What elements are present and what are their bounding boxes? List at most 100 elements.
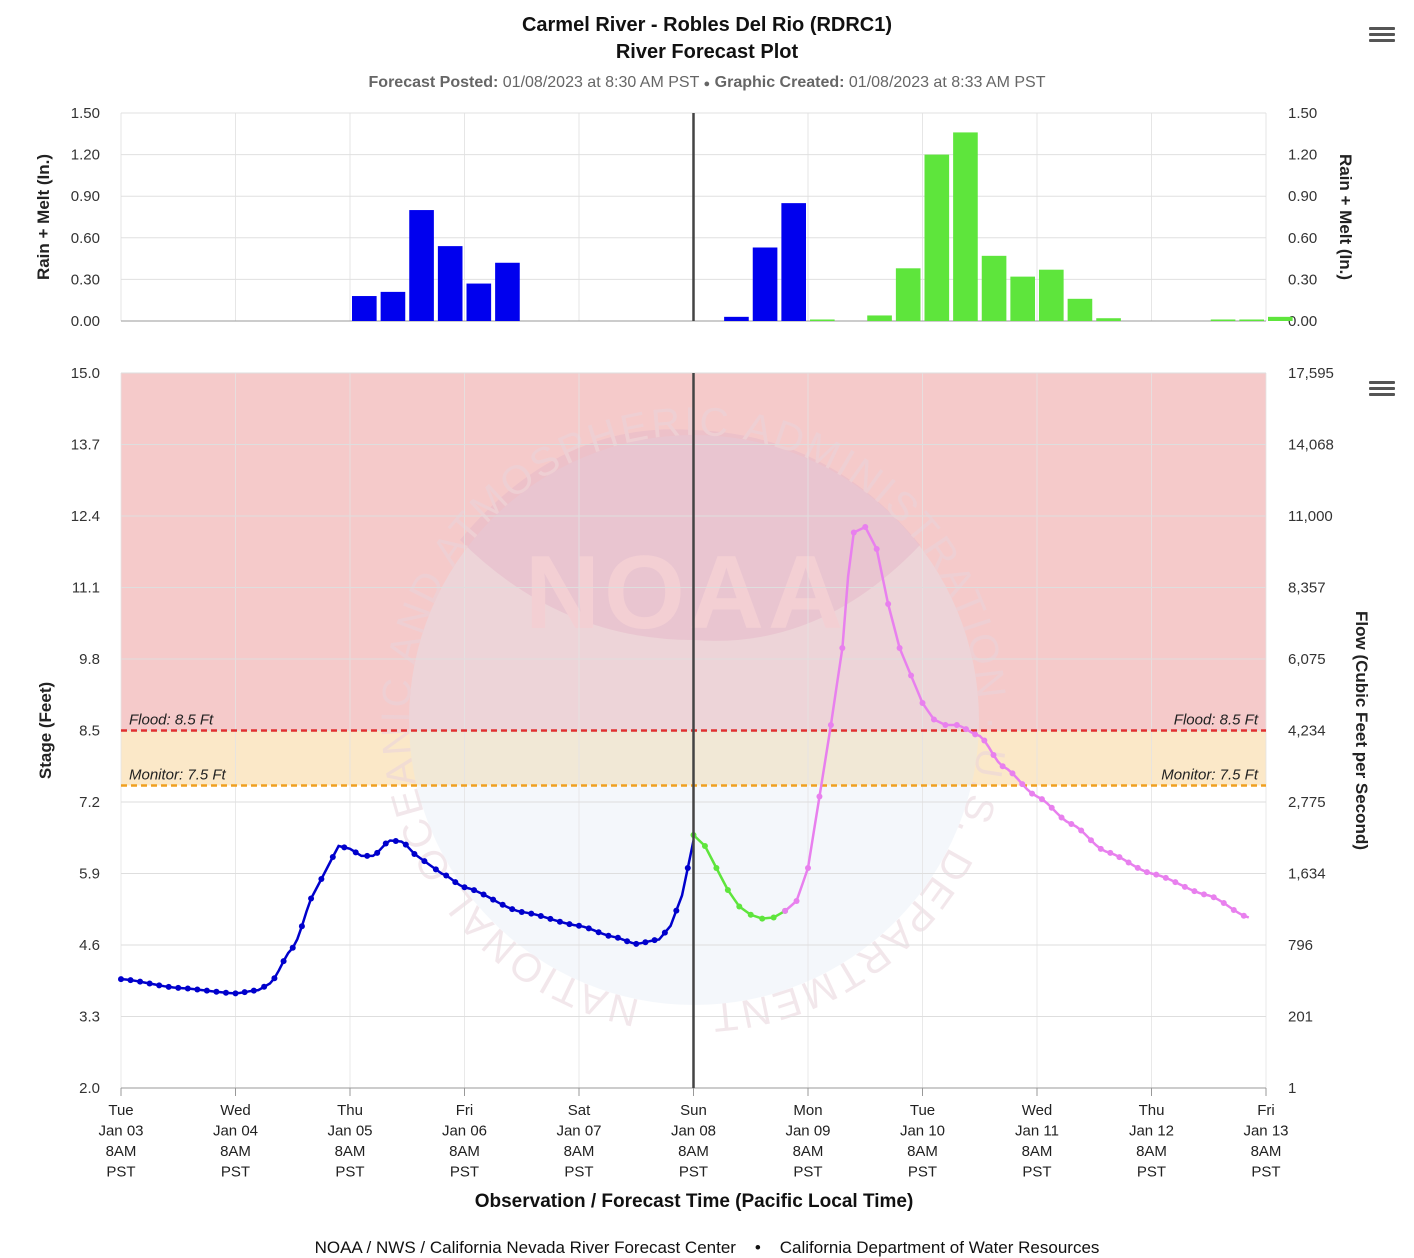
forecast-extended-stage-point <box>953 722 960 728</box>
forecast-extended-stage-point <box>1029 790 1036 797</box>
forecast-extended-stage-point <box>805 865 811 871</box>
separator-dot: ● <box>703 78 711 90</box>
forecast-extended-stage-point <box>793 898 800 904</box>
observed-stage-point <box>614 934 621 941</box>
forecast-extended-stage-point <box>1134 864 1141 871</box>
observed-rain-bar <box>781 203 806 321</box>
watermark-logo-text: NOAA <box>525 535 847 651</box>
rain-ytick-left: 1.20 <box>71 147 100 164</box>
observed-rain-bar <box>380 291 406 321</box>
forecast-rain-bar <box>1268 316 1293 321</box>
forecast-rain-bar <box>1067 298 1093 321</box>
rain-ytick-right: 1.50 <box>1288 105 1317 122</box>
observed-stage-point <box>156 982 163 989</box>
observed-rain-bar <box>466 283 492 321</box>
observed-stage-point <box>518 909 525 915</box>
flow-ytick-right: 11,000 <box>1288 508 1333 525</box>
stage-ytick-left: 11.1 <box>72 580 100 597</box>
forecast-extended-stage-point <box>981 737 988 744</box>
observed-stage-point <box>642 939 649 946</box>
footer-separator: • <box>754 1238 761 1257</box>
observed-stage-point <box>402 841 409 848</box>
forecast-extended-stage-point <box>896 645 903 651</box>
stage-ytick-left: 8.5 <box>79 723 100 740</box>
x-tick-label: Fri Jan 13 8AM PST <box>1243 1102 1288 1181</box>
observed-stage-point <box>127 977 134 984</box>
footer-left: NOAA / NWS / California Nevada River For… <box>314 1238 736 1257</box>
threshold-label-left: Monitor: 7.5 Ft <box>129 767 227 784</box>
observed-stage-point <box>318 876 325 882</box>
chart-title: Carmel River - Robles Del Rio (RDRC1) <box>521 14 893 36</box>
forecast-extended-stage-point <box>873 546 880 552</box>
flow-ytick-right: 6,075 <box>1288 651 1326 668</box>
forecast-extended-stage-point <box>1210 894 1217 901</box>
observed-stage-point <box>633 940 640 947</box>
forecast-rain-bar <box>981 255 1007 321</box>
forecast-stage-point <box>747 911 754 918</box>
rain-ytick-left: 0.60 <box>71 230 100 247</box>
forecast-stage-point <box>701 843 708 849</box>
forecast-extended-stage-point <box>827 722 834 728</box>
forecast-extended-stage-point <box>1125 859 1132 866</box>
footer-right: California Department of Water Resources <box>779 1238 1100 1257</box>
x-tick-label: Wed Jan 11 8AM PST <box>1015 1102 1059 1181</box>
observed-stage-point <box>651 937 658 944</box>
observed-stage-point <box>547 915 554 922</box>
x-tick-label: Tue Jan 10 8AM PST <box>900 1102 945 1181</box>
observed-stage-point <box>471 887 478 894</box>
forecast-extended-stage-point <box>1068 821 1075 827</box>
observed-rain-bar <box>724 316 749 321</box>
posted-label: Forecast Posted: <box>368 74 499 91</box>
observed-stage-point <box>137 978 144 985</box>
forecast-extended-stage-point <box>919 700 926 706</box>
flow-ytick-right: 201 <box>1288 1009 1313 1026</box>
chart-subtitle: River Forecast Plot <box>615 41 799 63</box>
rain-ytick-left: 0.30 <box>71 271 100 288</box>
observed-stage-point <box>576 922 582 929</box>
observed-stage-point <box>443 872 450 879</box>
observed-stage-point <box>624 938 631 945</box>
forecast-extended-stage-point <box>1087 837 1094 844</box>
observed-stage-point <box>374 849 381 856</box>
forecast-extended-stage-point <box>963 726 970 733</box>
forecast-extended-stage-point <box>1162 874 1169 881</box>
observed-stage-point <box>184 985 191 992</box>
observed-stage-point <box>213 988 220 995</box>
forecast-extended-stage-point <box>1019 781 1026 788</box>
forecast-extended-stage-point <box>1220 900 1227 907</box>
forecast-stage-point <box>724 887 731 893</box>
observed-stage-point <box>585 925 592 932</box>
forecast-stage-point <box>736 903 743 910</box>
observed-stage-point <box>684 865 691 871</box>
observed-stage-point <box>461 884 468 891</box>
stage-ytick-left: 12.4 <box>71 508 100 525</box>
forecast-extended-stage-point <box>1009 770 1016 777</box>
forecast-rain-bar <box>810 319 835 321</box>
flow-ytick-right: 2,775 <box>1288 794 1326 811</box>
top-menu-icon[interactable] <box>1369 24 1395 44</box>
flow-ytick-right: 14,068 <box>1288 437 1334 454</box>
observed-stage-point <box>364 852 371 859</box>
stage-ytick-left: 13.7 <box>71 437 100 454</box>
flow-ytick-right: 1,634 <box>1288 866 1326 883</box>
bottom-menu-icon[interactable] <box>1369 378 1395 398</box>
observed-rain-bar <box>752 247 778 321</box>
forecast-rain-bar <box>953 132 978 321</box>
forecast-extended-stage-point <box>816 793 823 800</box>
x-axis-label: Observation / Forecast Time (Pacific Loc… <box>475 1191 914 1212</box>
stage-ylabel-left: Stage (Feet) <box>36 682 55 779</box>
rain-ytick-right: 1.20 <box>1288 147 1317 164</box>
observed-stage-point <box>566 921 573 928</box>
x-tick-label: Mon Jan 09 8AM PST <box>785 1102 830 1181</box>
forecast-extended-stage-point <box>862 524 869 530</box>
observed-stage-point <box>298 923 305 930</box>
observed-stage-point <box>528 910 535 917</box>
x-tick-label: Wed Jan 04 8AM PST <box>213 1102 258 1181</box>
observed-stage-point <box>595 929 602 936</box>
x-tick-label: Sun Jan 08 8AM PST <box>671 1102 716 1181</box>
forecast-extended-stage-point <box>1078 827 1085 834</box>
observed-stage-point <box>537 913 544 920</box>
forecast-rain-bar <box>1210 319 1236 321</box>
observed-stage-point <box>382 840 389 847</box>
forecast-extended-stage-point <box>1230 906 1237 913</box>
